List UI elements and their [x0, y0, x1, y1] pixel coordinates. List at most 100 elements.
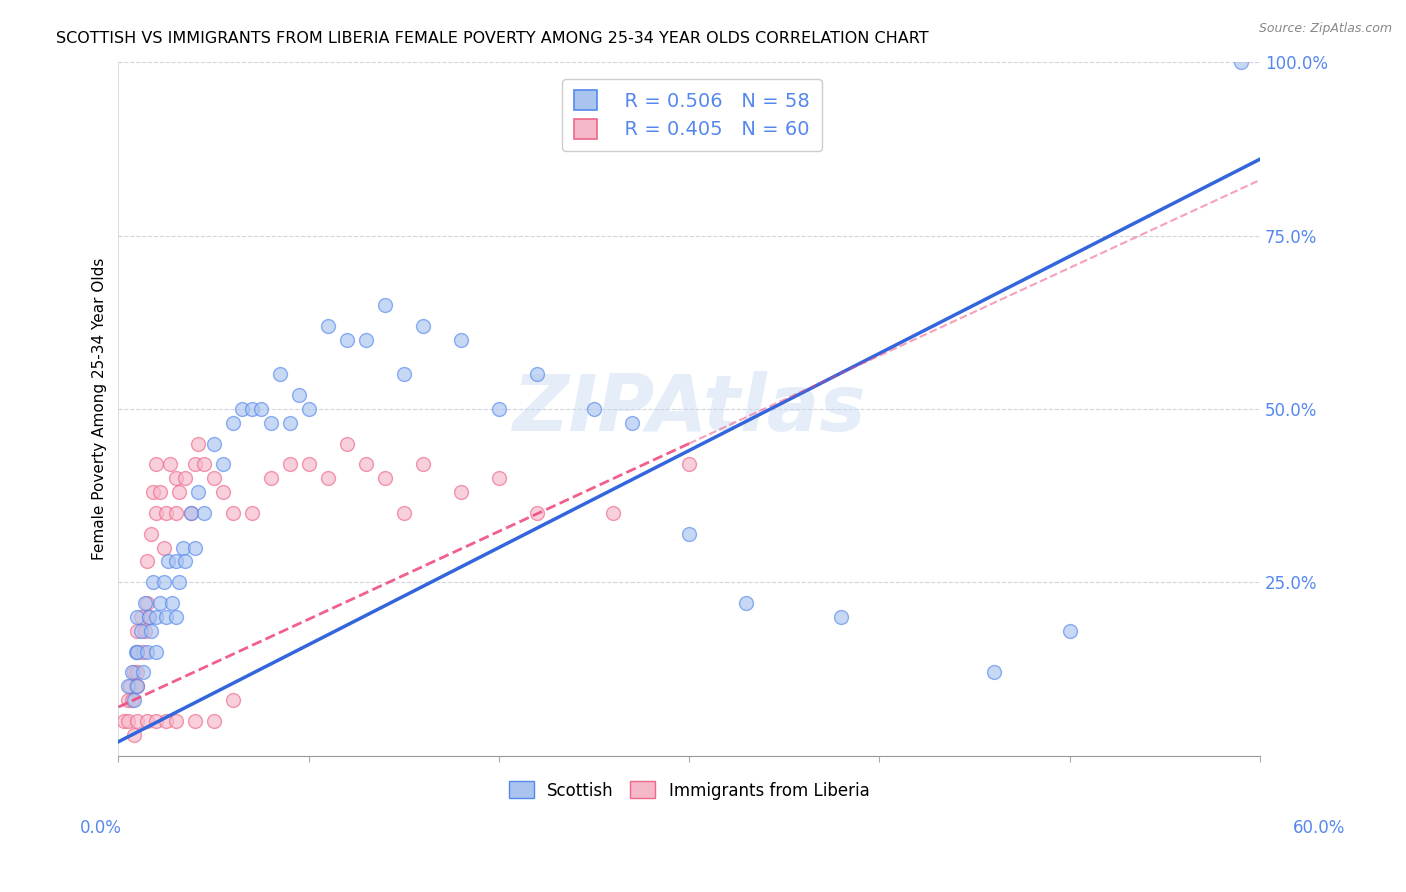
Y-axis label: Female Poverty Among 25-34 Year Olds: Female Poverty Among 25-34 Year Olds	[93, 258, 107, 560]
Text: Source: ZipAtlas.com: Source: ZipAtlas.com	[1258, 22, 1392, 36]
Point	[221, 506, 243, 520]
Point	[138, 610, 160, 624]
Point	[127, 644, 149, 658]
Point	[138, 610, 160, 624]
Point	[149, 485, 172, 500]
Point	[145, 644, 167, 658]
Point	[354, 458, 377, 472]
Point	[450, 485, 472, 500]
Point	[269, 367, 291, 381]
Point	[136, 554, 159, 568]
Point	[288, 388, 311, 402]
Point	[278, 416, 301, 430]
Text: 0.0%: 0.0%	[80, 819, 122, 837]
Legend: Scottish, Immigrants from Liberia: Scottish, Immigrants from Liberia	[502, 775, 876, 806]
Point	[156, 554, 179, 568]
Point	[259, 416, 281, 430]
Point	[149, 596, 172, 610]
Point	[127, 624, 149, 638]
Point	[602, 506, 624, 520]
Point	[122, 728, 145, 742]
Point	[136, 714, 159, 728]
Point	[488, 401, 510, 416]
Point	[136, 644, 159, 658]
Point	[121, 693, 143, 707]
Point	[221, 693, 243, 707]
Point	[202, 471, 225, 485]
Point	[526, 506, 548, 520]
Point	[134, 624, 156, 638]
Point	[278, 458, 301, 472]
Point	[124, 679, 146, 693]
Point	[136, 596, 159, 610]
Point	[172, 541, 194, 555]
Point	[450, 333, 472, 347]
Point	[124, 644, 146, 658]
Point	[132, 644, 155, 658]
Point	[412, 458, 434, 472]
Point	[134, 596, 156, 610]
Point	[118, 679, 141, 693]
Point	[122, 693, 145, 707]
Point	[139, 624, 162, 638]
Point	[174, 554, 197, 568]
Point	[129, 610, 152, 624]
Point	[240, 401, 263, 416]
Text: SCOTTISH VS IMMIGRANTS FROM LIBERIA FEMALE POVERTY AMONG 25-34 YEAR OLDS CORRELA: SCOTTISH VS IMMIGRANTS FROM LIBERIA FEMA…	[56, 31, 929, 46]
Point	[621, 416, 644, 430]
Point	[121, 665, 143, 680]
Point	[112, 714, 135, 728]
Point	[117, 679, 139, 693]
Point	[142, 485, 165, 500]
Point	[159, 458, 181, 472]
Point	[316, 318, 339, 333]
Point	[336, 436, 359, 450]
Point	[183, 541, 205, 555]
Point	[145, 610, 167, 624]
Point	[187, 436, 209, 450]
Point	[1230, 55, 1253, 70]
Point	[187, 485, 209, 500]
Point	[139, 526, 162, 541]
Point	[127, 665, 149, 680]
Point	[830, 610, 852, 624]
Point	[374, 298, 396, 312]
Point	[392, 367, 415, 381]
Point	[142, 575, 165, 590]
Point	[412, 318, 434, 333]
Point	[221, 416, 243, 430]
Point	[392, 506, 415, 520]
Point	[169, 575, 191, 590]
Point	[165, 471, 187, 485]
Point	[165, 610, 187, 624]
Point	[678, 458, 700, 472]
Point	[165, 714, 187, 728]
Point	[298, 458, 321, 472]
Point	[155, 714, 177, 728]
Point	[127, 644, 149, 658]
Point	[155, 610, 177, 624]
Point	[183, 458, 205, 472]
Point	[259, 471, 281, 485]
Point	[174, 471, 197, 485]
Point	[202, 714, 225, 728]
Point	[678, 526, 700, 541]
Point	[153, 541, 176, 555]
Point	[193, 458, 215, 472]
Point	[374, 471, 396, 485]
Point	[240, 506, 263, 520]
Point	[488, 471, 510, 485]
Point	[165, 506, 187, 520]
Point	[145, 506, 167, 520]
Point	[526, 367, 548, 381]
Point	[983, 665, 1005, 680]
Point	[180, 506, 202, 520]
Point	[132, 665, 155, 680]
Point	[155, 506, 177, 520]
Point	[160, 596, 183, 610]
Point	[165, 554, 187, 568]
Point	[212, 458, 235, 472]
Text: 60.0%: 60.0%	[1292, 819, 1346, 837]
Point	[583, 401, 606, 416]
Point	[127, 679, 149, 693]
